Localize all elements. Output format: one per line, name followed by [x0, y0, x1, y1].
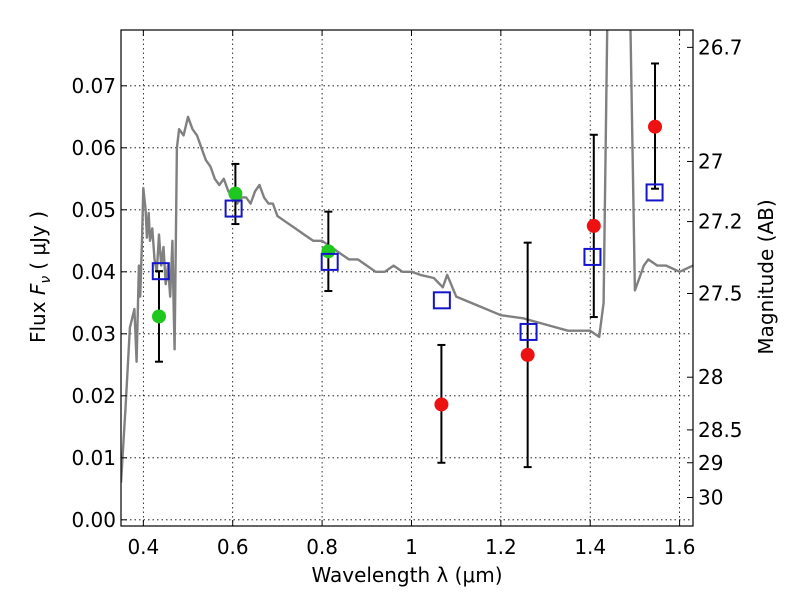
model-spectrum-line — [121, 30, 693, 483]
axis-ticks: 0.4 0.6 0.8 1 1.2 1.4 1.6 0.00 0.01 0.02 0.03 0.04 0… — [71, 30, 743, 559]
flux-point-green — [228, 186, 243, 201]
model-photometry-square — [583, 247, 602, 266]
y-tick-label: 0.01 — [71, 446, 116, 470]
y-tick-label: 0.03 — [71, 322, 116, 346]
x-tick-label: 1.4 — [574, 535, 606, 559]
model-photometry-square — [645, 183, 664, 202]
y2-tick-label: 28.5 — [698, 418, 743, 442]
errorbars-layer — [154, 62, 660, 469]
x-tick-label: 1.2 — [485, 535, 517, 559]
flux-point-green — [321, 244, 336, 259]
y2-axis-label: Magnitude (AB) — [754, 199, 778, 354]
model-photometry-square — [224, 199, 243, 218]
markers-layer — [151, 119, 664, 412]
x-tick-label: 1 — [405, 535, 418, 559]
y-tick-label: 0.07 — [71, 74, 116, 98]
y-tick-label: 0.05 — [71, 198, 116, 222]
y2-tick-label: 28 — [698, 365, 723, 389]
plot-frame — [120, 29, 694, 527]
y2-tick-label: 26.7 — [698, 35, 743, 59]
y-axis-label-unit: ( μJy ) — [26, 211, 50, 270]
flux-point-red — [648, 119, 663, 134]
x-axis-label: Wavelength λ (μm) — [311, 563, 502, 587]
y2-tick-label: 29 — [698, 451, 723, 475]
x-tick-label: 1.6 — [664, 535, 696, 559]
y2-tick-label: 30 — [698, 485, 723, 509]
y-axis-label: Flux Fν ( μJy ) — [26, 211, 54, 343]
grid-lines — [121, 30, 693, 526]
y-axis-label-prefix: Flux — [26, 295, 50, 343]
model-photometry-square — [432, 291, 451, 310]
model-spectrum-layer — [121, 30, 693, 483]
y-tick-label: 0.00 — [71, 508, 116, 532]
model-photometry-square — [320, 252, 339, 271]
y-axis-label-subscript: ν — [38, 276, 54, 284]
y-tick-label: 0.02 — [71, 384, 116, 408]
x-tick-label: 0.6 — [217, 535, 249, 559]
flux-point-red — [586, 218, 601, 233]
y2-tick-label: 27 — [698, 149, 723, 173]
y-axis-label-symbol: F — [26, 283, 50, 295]
y-tick-label: 0.06 — [71, 136, 116, 160]
y2-tick-label: 27.2 — [698, 210, 743, 234]
model-photometry-square — [151, 262, 170, 281]
model-photometry-square — [519, 322, 538, 341]
y2-tick-label: 27.5 — [698, 282, 743, 306]
flux-point-red — [434, 397, 449, 412]
flux-point-red — [520, 347, 535, 362]
x-tick-label: 0.8 — [306, 535, 338, 559]
y-tick-label: 0.04 — [71, 260, 116, 284]
flux-point-green — [151, 309, 166, 324]
x-tick-label: 0.4 — [127, 535, 159, 559]
